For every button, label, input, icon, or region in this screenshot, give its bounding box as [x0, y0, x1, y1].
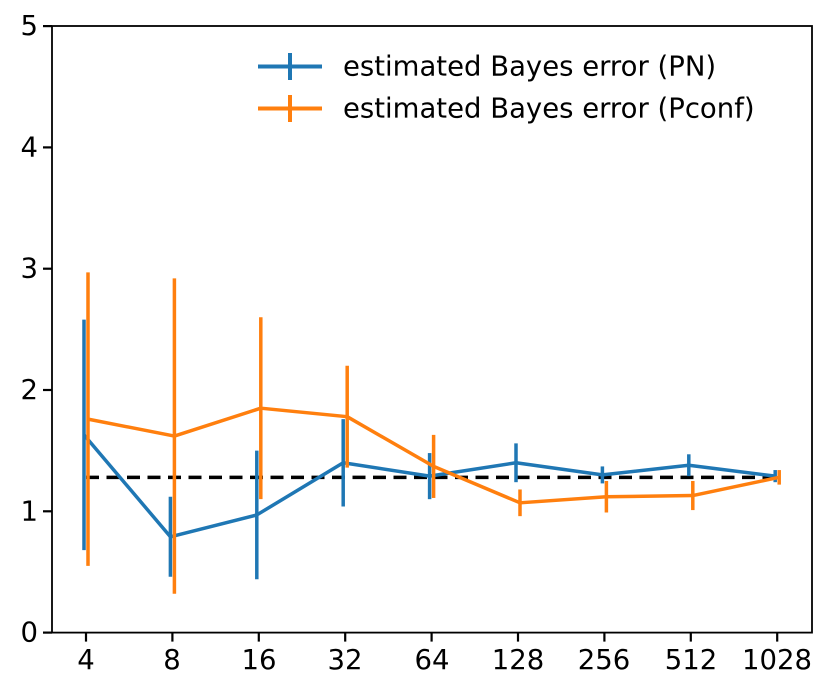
- x-tick-label: 256: [578, 644, 631, 676]
- data-line-pconf: [87, 406, 780, 505]
- x-axis-labels: 4 8 16 32 64 128 256 512 1028: [77, 644, 812, 676]
- x-tick-label: 16: [242, 644, 277, 676]
- x-tick-label: 512: [665, 644, 718, 676]
- y-axis-labels: 0 1 2 3 4 5: [21, 10, 39, 649]
- y-tick-label: 2: [21, 374, 39, 406]
- legend-label-pn: estimated Bayes error (PN): [343, 51, 716, 83]
- series-pconf: [86, 272, 781, 594]
- y-tick-label: 5: [21, 10, 39, 42]
- x-tick-label: 1028: [742, 644, 812, 676]
- y-tick-label: 3: [21, 253, 39, 285]
- x-tick-label: 64: [415, 644, 450, 676]
- series-pn: [82, 319, 777, 580]
- legend-handles: [258, 53, 322, 122]
- y-tick-label: 1: [21, 495, 39, 527]
- data-line-pn: [82, 433, 776, 539]
- y-tick-label: 4: [21, 131, 39, 163]
- legend-label-pconf: estimated Bayes error (Pconf): [343, 93, 755, 125]
- plot-area: [82, 272, 781, 594]
- y-tick-label: 0: [21, 617, 39, 649]
- x-tick-label: 8: [163, 644, 181, 676]
- x-tick-label: 4: [77, 644, 95, 676]
- x-tick-label: 32: [328, 644, 363, 676]
- x-tick-label: 128: [492, 644, 545, 676]
- legend: estimated Bayes error (PN) estimated Bay…: [258, 51, 755, 125]
- axes: [43, 25, 813, 642]
